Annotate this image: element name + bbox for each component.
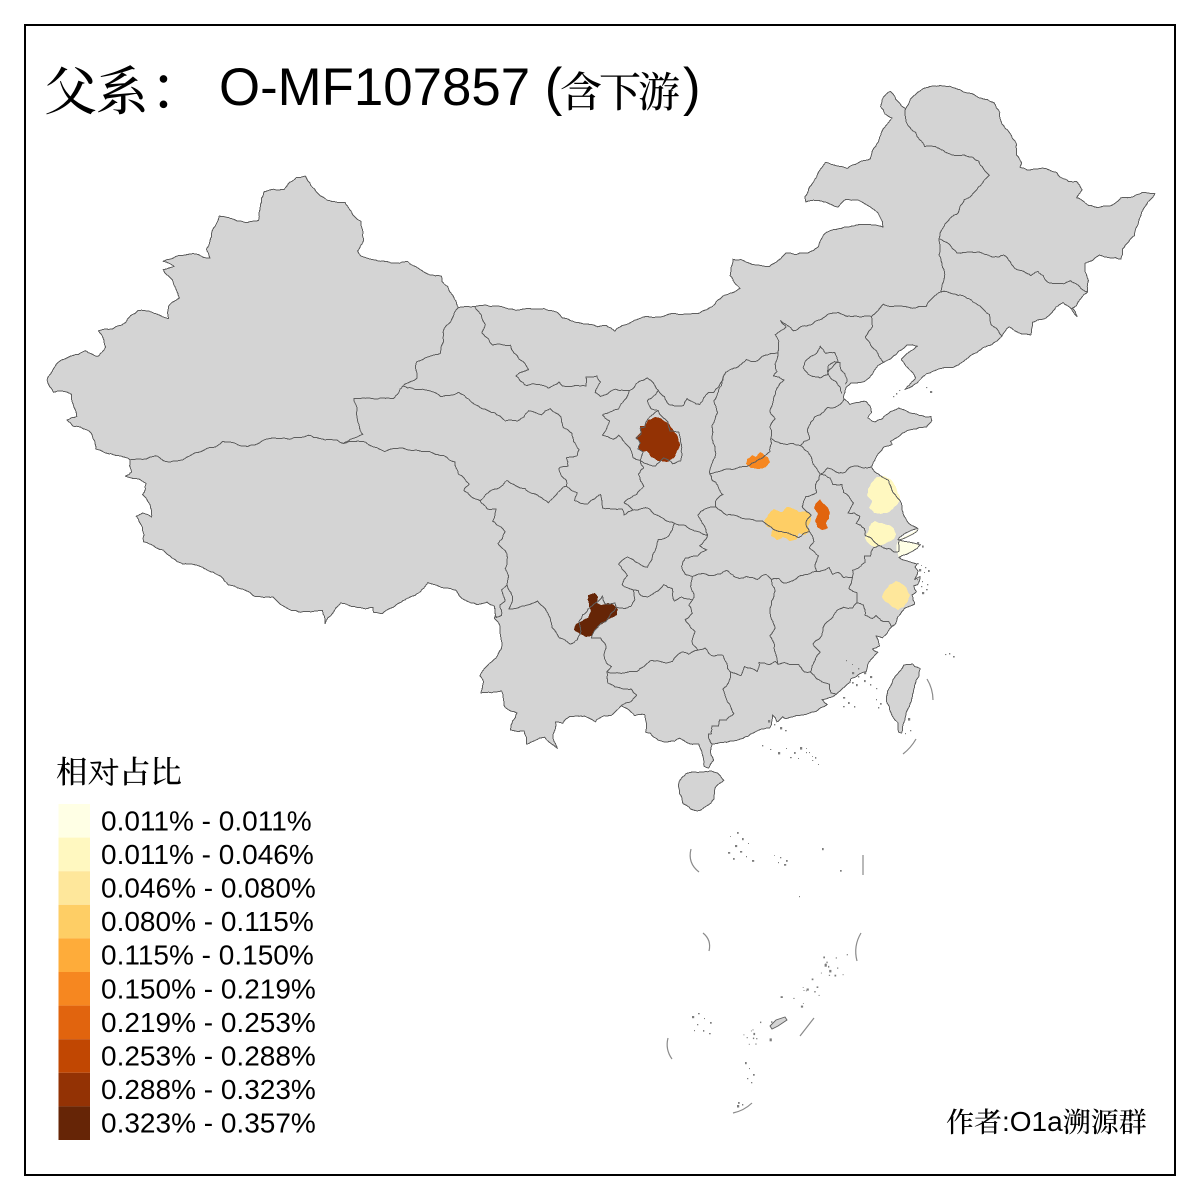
svg-text::O1a: :O1a bbox=[1002, 1106, 1063, 1137]
svg-text:0.115% - 0.150%: 0.115% - 0.150% bbox=[101, 940, 314, 971]
svg-text:): ) bbox=[683, 58, 701, 117]
svg-text:0.323% - 0.357%: 0.323% - 0.357% bbox=[101, 1108, 316, 1139]
svg-text:0.011% - 0.046%: 0.011% - 0.046% bbox=[101, 839, 314, 870]
svg-text:O-MF107857 (: O-MF107857 ( bbox=[219, 58, 563, 117]
svg-text:0.150% - 0.219%: 0.150% - 0.219% bbox=[101, 973, 316, 1004]
svg-text:0.046% - 0.080%: 0.046% - 0.080% bbox=[101, 873, 316, 904]
svg-text:0.011% - 0.011%: 0.011% - 0.011% bbox=[101, 805, 312, 836]
svg-text:0.219% - 0.253%: 0.219% - 0.253% bbox=[101, 1007, 316, 1038]
svg-text:0.253% - 0.288%: 0.253% - 0.288% bbox=[101, 1041, 316, 1072]
svg-text:0.080% - 0.115%: 0.080% - 0.115% bbox=[101, 906, 314, 937]
svg-text:0.288% - 0.323%: 0.288% - 0.323% bbox=[101, 1074, 316, 1105]
